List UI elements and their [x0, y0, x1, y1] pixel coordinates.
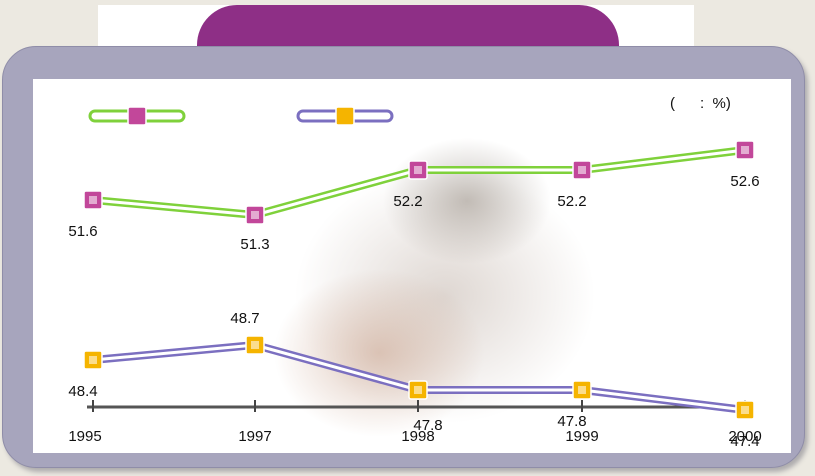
series-1-point-highlight — [251, 211, 259, 219]
series-2-point-highlight — [578, 386, 586, 394]
x-tick-label: 1995 — [68, 428, 101, 445]
data-label: 47.8 — [413, 417, 442, 434]
series-2-point-highlight — [414, 386, 422, 394]
series-1-point-highlight — [578, 166, 586, 174]
legend-marker-2 — [335, 106, 355, 126]
data-label: 51.6 — [68, 223, 97, 240]
data-label: 48.4 — [68, 383, 97, 400]
series-lines — [83, 140, 755, 420]
series-2-point-highlight — [89, 356, 97, 364]
unit-label: ( : %) — [670, 95, 731, 112]
series-2-point-highlight — [741, 406, 749, 414]
x-tick-label: 2000 — [728, 428, 761, 445]
x-tick-label: 1999 — [565, 428, 598, 445]
series-2-point-highlight — [251, 341, 259, 349]
data-label: 47.4 — [730, 433, 759, 450]
series-1-point-highlight — [89, 196, 97, 204]
data-label: 48.7 — [230, 310, 259, 327]
data-label: 47.8 — [557, 413, 586, 430]
data-labels: 51.6 51.3 52.2 52.2 52.6 48.4 48.7 47.8 47.8 47.4 — [68, 173, 759, 450]
series-1-point-highlight — [741, 146, 749, 154]
data-label: 52.2 — [393, 193, 422, 210]
data-label: 52.2 — [557, 193, 586, 210]
x-tick-label: 1997 — [238, 428, 271, 445]
data-label: 52.6 — [730, 173, 759, 190]
x-tick-label: 1998 — [401, 428, 434, 445]
legend-marker-1 — [127, 106, 147, 126]
x-tick-labels: 1995 1997 1998 1999 2000 — [68, 428, 761, 445]
data-label: 51.3 — [240, 236, 269, 253]
legend-items — [88, 106, 394, 126]
series-1-point-highlight — [414, 166, 422, 174]
